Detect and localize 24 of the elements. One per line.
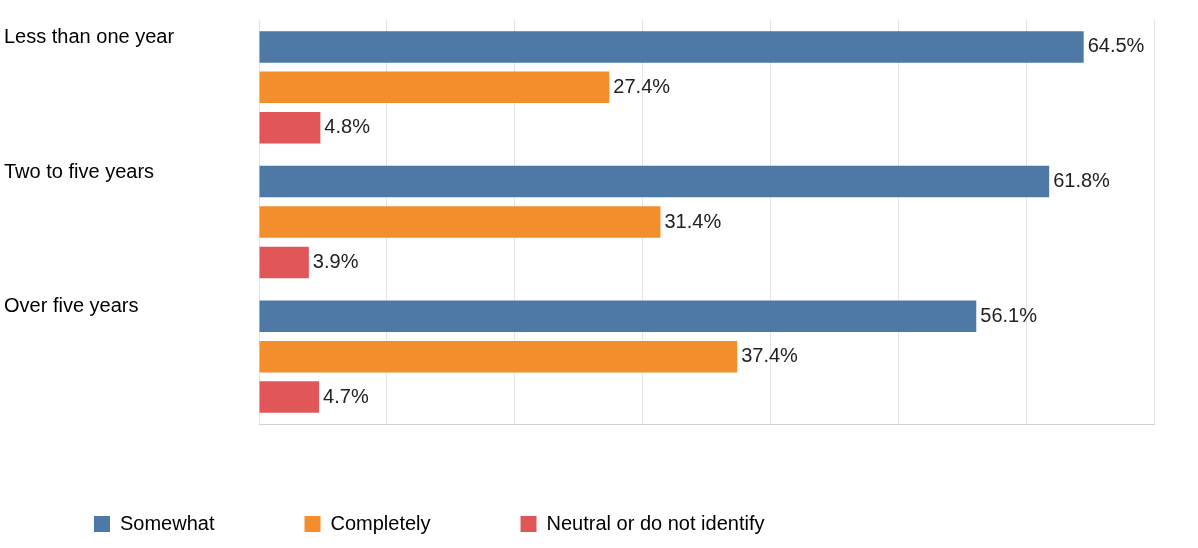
bar bbox=[259, 340, 738, 373]
legend-label: Somewhat bbox=[120, 511, 215, 534]
data-label: 31.4% bbox=[664, 209, 722, 232]
bar bbox=[259, 71, 610, 104]
bar bbox=[259, 381, 320, 413]
data-label: 27.4% bbox=[613, 74, 671, 97]
bar bbox=[259, 300, 977, 333]
data-label: 61.8% bbox=[1053, 169, 1111, 192]
data-label: 64.5% bbox=[1087, 34, 1145, 57]
data-label: 3.9% bbox=[312, 249, 359, 272]
bar bbox=[259, 246, 309, 279]
legend-label: Completely bbox=[330, 511, 431, 534]
bar bbox=[259, 165, 1050, 198]
bar bbox=[259, 206, 661, 238]
data-label: 4.8% bbox=[324, 115, 371, 138]
bar bbox=[259, 111, 321, 144]
y-tick-label: Over five years bbox=[4, 294, 139, 317]
data-label: 4.7% bbox=[323, 384, 369, 407]
y-tick-label: Less than one year bbox=[4, 24, 175, 47]
legend-label: Neutral or do not identify bbox=[546, 511, 765, 534]
bar bbox=[259, 31, 1084, 63]
data-label: 56.1% bbox=[980, 303, 1038, 326]
y-tick-label: Two to five years bbox=[4, 159, 155, 182]
data-label: 37.4% bbox=[741, 344, 799, 367]
